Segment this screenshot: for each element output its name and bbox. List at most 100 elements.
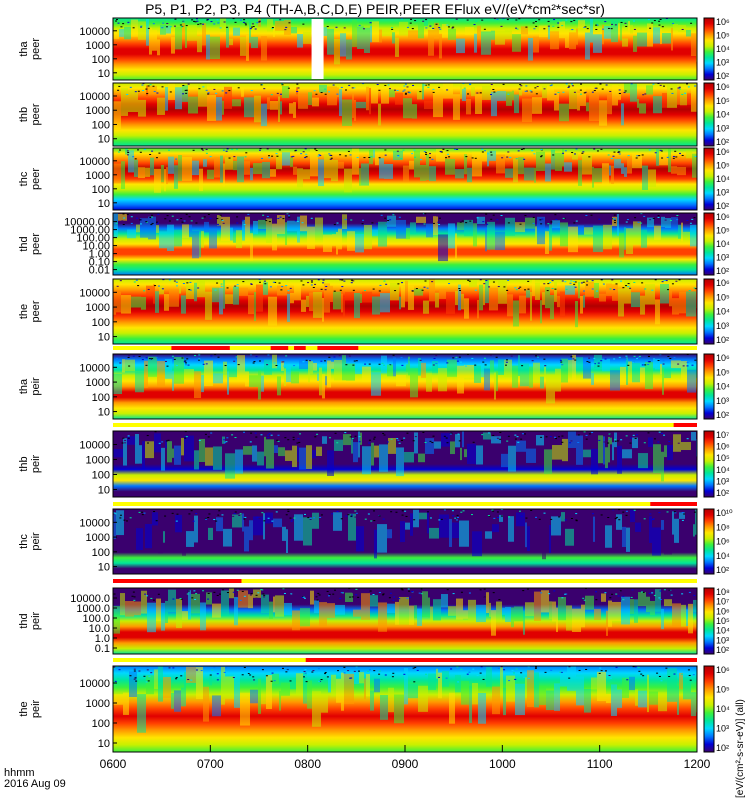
colorbar-tick-label: 10⁶ xyxy=(716,212,730,222)
spectrogram-noise xyxy=(116,354,697,367)
spectrogram-texture xyxy=(113,509,697,560)
colorbar-tick-label: 10³ xyxy=(716,476,729,486)
ytick-label: 10.00 xyxy=(82,241,110,253)
ytick-label: 10 xyxy=(98,738,110,750)
panel-ylabel: thepeir xyxy=(18,699,42,718)
ytick-label: 10 xyxy=(98,485,110,497)
ytick-label: 1.00 xyxy=(89,249,110,261)
colorbar-tick-label: 10⁴ xyxy=(716,44,730,54)
ytick-label: 100 xyxy=(92,718,110,730)
panel-frame xyxy=(112,430,698,498)
ytick-label: 10000 xyxy=(79,287,110,299)
spectrogram-texture xyxy=(113,213,697,262)
colorbar-tick-label: 10² xyxy=(716,743,729,753)
panel-ylabel: thbpeer xyxy=(18,103,42,125)
colorbar-tick-label: 10⁵ xyxy=(716,96,730,106)
spectrogram-texture xyxy=(113,148,697,193)
panel-frame xyxy=(112,212,698,276)
ytick-label: 100 xyxy=(92,317,110,329)
panel-thc_peir: 10 100 1000 10000 thcpeir 10² 10⁴ 10⁶ 10⁸ 10¹⁰ xyxy=(18,508,733,575)
time-axis-label: hhmm xyxy=(4,767,35,779)
ytick-label: 100 xyxy=(92,470,110,482)
colorbar-tick-label: 10³ xyxy=(716,635,729,645)
ytick-label: 100.0 xyxy=(82,613,110,625)
colorbar-tick-label: 10⁶ xyxy=(716,353,730,363)
spectrogram-noise xyxy=(117,83,697,96)
panel-thc_peer: 10 100 1000 10000 thcpeer 10² 10³ 10⁴ 10⁵ 10⁶ xyxy=(18,147,730,211)
ytick-label: 10000 xyxy=(79,156,110,168)
colorbar-thc_peir xyxy=(703,508,715,575)
ytick-label: 100 xyxy=(92,184,110,196)
panel-tha_peer: 10 100 1000 10000 thapeer 10² 10³ 10⁴ 10⁵ 10⁶ xyxy=(18,17,730,81)
colorbar-tick-label: 10⁵ xyxy=(716,226,730,236)
spectrogram-texture xyxy=(113,666,697,733)
ytick-label: 10.0 xyxy=(89,623,110,635)
ytick-label: 100 xyxy=(92,119,110,131)
colorbar-tick-label: 10⁴ xyxy=(716,465,730,475)
ytick-label: 1.0 xyxy=(95,633,110,645)
ytick-label: 1000 xyxy=(86,698,110,710)
ytick-label: 100 xyxy=(92,392,110,404)
ytick-label: 10 xyxy=(98,198,110,210)
ytick-label: 100 xyxy=(92,54,110,66)
quality-flag-bar xyxy=(113,502,697,506)
ytick-label: 10 xyxy=(98,332,110,344)
colorbar-tick-label: 10⁴ xyxy=(716,110,730,120)
panel-thb_peer: 10 100 1000 10000 thbpeer 10² 10³ 10⁴ 10⁵ 10⁶ xyxy=(18,82,730,147)
colorbar-tick-label: 10³ xyxy=(716,396,729,406)
ytick-label: 10000.0 xyxy=(70,593,110,605)
panel-frame xyxy=(112,353,698,420)
colorbar-tick-label: 10³ xyxy=(716,321,729,331)
colorbar-thd_peir xyxy=(703,587,715,655)
xtick-label: 1000 xyxy=(489,757,516,771)
panel-frame xyxy=(112,587,698,655)
colorbar-tick-label: 10² xyxy=(716,645,729,655)
colorbar-tick-label: 10⁴ xyxy=(716,551,730,561)
colorbar-the_peer xyxy=(703,278,715,345)
xtick-label: 1200 xyxy=(684,757,711,771)
spectrogram-texture xyxy=(113,18,697,65)
spectrogram-noise xyxy=(115,213,696,226)
colorbar-tick-label: 10³ xyxy=(716,58,729,68)
colorbar-tick-label: 10¹⁰ xyxy=(716,508,733,518)
ytick-label: 10000 xyxy=(79,362,110,374)
spectrogram-noise xyxy=(113,666,695,683)
colorbar-tick-label: 10⁴ xyxy=(716,704,730,714)
quality-flag-bar xyxy=(113,346,697,350)
colorbar-the_peir xyxy=(703,665,715,753)
xtick-label: 0800 xyxy=(294,757,321,771)
ytick-label: 10000 xyxy=(79,517,110,529)
ytick-label: 1000.00 xyxy=(70,225,110,237)
xtick-label: 0700 xyxy=(197,757,224,771)
ytick-label: 1000 xyxy=(86,170,110,182)
colorbar-tick-label: 10⁵ xyxy=(716,161,730,171)
colorbar-tick-label: 10² xyxy=(716,71,729,81)
panel-thd_peir: 0.11.010.0100.01000.010000.0thdpeir10²10… xyxy=(18,587,730,655)
ytick-label: 1000.0 xyxy=(76,603,110,615)
colorbar-tick-label: 10⁶ xyxy=(716,17,730,27)
panel-ylabel: thapeer xyxy=(18,38,42,60)
colorbar-tick-label: 10⁴ xyxy=(716,626,730,636)
colorbar-tick-label: 10⁵ xyxy=(716,31,730,41)
colorbar-tick-label: 10⁶ xyxy=(716,537,730,547)
colorbar-tick-label: 10² xyxy=(716,488,729,498)
spectrogram-noise xyxy=(116,279,697,292)
spectrogram-noise xyxy=(117,148,697,161)
colorbar-tick-label: 10⁶ xyxy=(716,606,730,616)
chart-title: P5, P1, P2, P3, P4 (TH-A,B,C,D,E) PEIR,P… xyxy=(145,1,605,17)
panel-ylabel: thbpeir xyxy=(18,454,42,473)
colorbar-thb_peir xyxy=(703,430,715,498)
colorbar-tick-label: 10² xyxy=(716,410,729,420)
panel-the_peer: 10 100 1000 10000 thepeer 10² 10³ 10⁴ 10⁵ 10⁶ xyxy=(18,278,730,345)
colorbar-tick-label: 10³ xyxy=(716,188,729,198)
ytick-label: 0.10 xyxy=(89,257,110,269)
ytick-label: 10 xyxy=(98,407,110,419)
colorbar-thb_peer xyxy=(703,82,715,147)
ytick-label: 10000 xyxy=(79,440,110,452)
spectrogram-noise xyxy=(121,431,689,444)
ytick-label: 10000 xyxy=(79,91,110,103)
colorbar-unit-label: [eV/(cm²-s-sr-eV)] (all) xyxy=(735,699,746,798)
